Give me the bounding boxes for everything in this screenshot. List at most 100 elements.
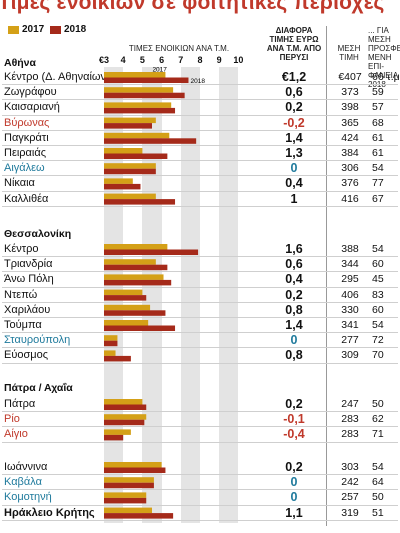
bar-2017 <box>104 320 149 326</box>
bar-label-2017: 2017 <box>152 67 167 74</box>
avg-price: 424 <box>341 131 359 144</box>
table-row: Νίκαια 0,4 376 77 <box>0 176 400 191</box>
table-row: Καλλιθέα 1 416 67 <box>0 192 400 207</box>
diff-value: 0 <box>290 475 298 490</box>
bar-2018 <box>104 264 168 271</box>
area-name: Καλλιθέα <box>4 192 49 205</box>
bar-2017 <box>104 399 143 405</box>
x-tick-label: 5 <box>139 55 145 65</box>
x-tick-label: 4 <box>120 55 126 65</box>
table-row: Άνω Πόλη 0,4 295 45 <box>0 272 400 287</box>
mesi-header: ΜΕΣΗ ΤΙΜΗ <box>337 44 361 62</box>
diff-value: 0,2 <box>285 460 303 474</box>
diff-value: 0,6 <box>285 85 303 100</box>
area-name: Νίκαια <box>4 177 35 190</box>
bar-2018 <box>104 153 168 159</box>
table-row: Πάτρα 0,2 247 50 <box>0 397 400 412</box>
diff-value: 1,6 <box>285 242 303 256</box>
area-name: Πάτρα <box>4 398 36 410</box>
table-row: Αιγάλεω 0 306 54 <box>0 161 400 176</box>
avg-area: 68 <box>372 116 384 129</box>
bar-2017 <box>104 429 131 435</box>
table-row: Κέντρο 1,6 388 54 <box>0 242 400 257</box>
bar-2017 <box>104 259 156 265</box>
area-name: Ιωάννινα <box>4 461 48 473</box>
table-row: Ρίο -0,1 283 62 <box>0 412 400 427</box>
table-row: Σταυρούπολη 0 277 72 <box>0 333 400 348</box>
table-row: Ιωάννινα 0,2 303 54 <box>0 460 400 475</box>
avg-price: 306 <box>341 162 359 175</box>
bar-2017 <box>104 132 170 139</box>
legend-label-2017: 2017 <box>22 24 45 35</box>
bar-2018 <box>104 295 147 301</box>
avg-price: 344 <box>341 258 359 271</box>
avg-area: 83 <box>372 288 384 301</box>
table-row: Βύρωνας -0,2 365 68 <box>0 116 400 131</box>
row-separator <box>2 129 398 131</box>
avg-price: 373 <box>341 86 359 99</box>
bar-2018 <box>104 77 189 83</box>
row-separator <box>2 84 398 86</box>
diff-value: 1,4 <box>285 130 303 145</box>
bar-2017 <box>104 193 156 200</box>
bar-2018 <box>104 107 176 114</box>
bar-2017 <box>104 102 172 108</box>
row-separator <box>2 317 398 318</box>
table-row: Καισαριανή 0,2 398 57 <box>0 100 400 115</box>
bar-2018 <box>104 249 199 255</box>
table-row: Τούμπα 1,4 341 54 <box>0 318 400 333</box>
diff-header: ΔΙΑΦΟΡΑ ΤΙΜΗΣ ΕΥΡΩ ΑΝΑ Τ.Μ. ΑΠΟ ΠΕΡΥΣΙ <box>266 26 322 62</box>
diff-value: 0,6 <box>285 257 303 272</box>
bar-2017 <box>104 72 166 78</box>
area-name: Κέντρο <box>4 243 39 255</box>
avg-area: 67 <box>372 192 384 205</box>
row-separator <box>2 205 398 207</box>
avg-area: 45 <box>372 273 384 286</box>
row-separator <box>2 332 398 334</box>
area-name: Κέντρο (Δ. Αθηναίων) <box>4 71 110 83</box>
row-separator <box>2 99 398 101</box>
area-name: Αιγάλεω <box>4 162 45 175</box>
bar-2018 <box>104 168 156 175</box>
avg-price: 283 <box>341 413 359 426</box>
x-tick-label: 6 <box>159 55 165 65</box>
bar-2017 <box>104 350 116 356</box>
table-row: Κέντρο (Δ. Αθηναίων) €1,2 €407 66 τ.μ. <box>0 70 400 85</box>
table-row: Τριανδρία 0,6 344 60 <box>0 257 400 272</box>
avg-price: 303 <box>341 461 359 473</box>
row-separator <box>2 271 398 273</box>
bar-2018 <box>104 497 147 504</box>
diff-value: 0,8 <box>285 302 303 317</box>
row-separator <box>2 474 398 476</box>
table-row: Αίγιο -0,4 283 71 <box>0 427 400 442</box>
grid-column <box>180 67 200 523</box>
diff-value: 0,2 <box>285 397 303 411</box>
avg-price: 319 <box>341 506 359 519</box>
diff-value: 0 <box>290 161 298 176</box>
row-separator <box>2 504 398 506</box>
avg-area: 66 τ.μ. <box>372 71 400 83</box>
area-name: Άνω Πόλη <box>4 273 54 286</box>
diff-value: 1 <box>290 191 298 206</box>
bar-2017 <box>104 335 118 341</box>
avg-price: 257 <box>341 491 359 504</box>
avg-area: 77 <box>372 177 384 190</box>
row-separator <box>2 411 398 413</box>
diff-value: €1,2 <box>281 70 307 84</box>
bar-2018 <box>104 434 124 441</box>
area-name: Τούμπα <box>4 319 42 331</box>
bar-2018 <box>104 419 145 426</box>
area-name: Πειραιάς <box>4 147 47 159</box>
bar-2018 <box>104 92 185 99</box>
avg-area: 60 <box>372 258 384 271</box>
x-tick-label: 9 <box>216 55 222 65</box>
table-row: Ζωγράφου 0,6 373 59 <box>0 85 400 100</box>
x-tick-label: €3 <box>98 55 110 65</box>
diff-value: -0,2 <box>283 115 305 130</box>
area-name: Ηράκλειο Κρήτης <box>4 506 95 519</box>
area-name: Κομοτηνή <box>4 491 52 504</box>
diff-value: 1,3 <box>285 146 303 160</box>
bar-2017 <box>104 414 147 420</box>
diff-value: -0,1 <box>283 412 305 427</box>
row-separator <box>2 362 398 364</box>
